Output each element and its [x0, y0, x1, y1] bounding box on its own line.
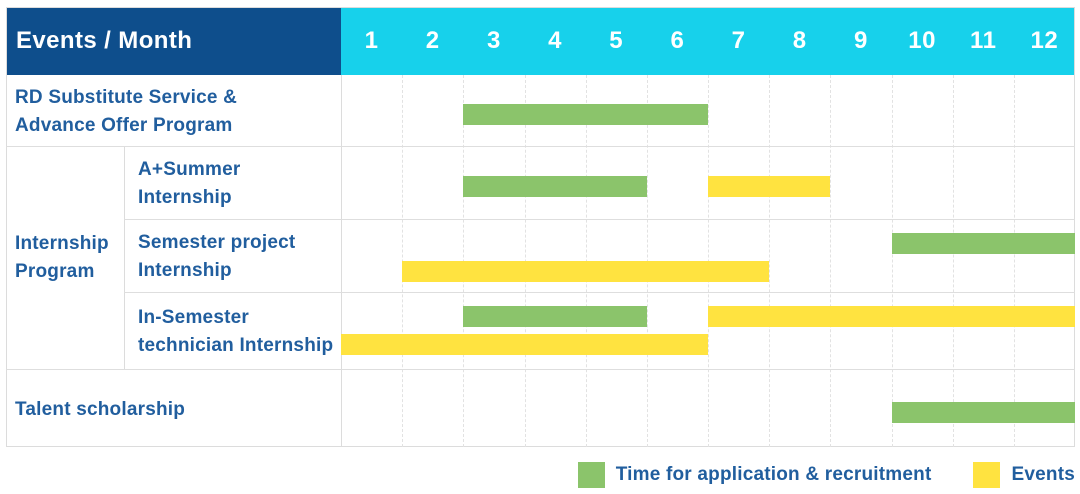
row-label: Talent scholarship [15, 372, 335, 447]
table-frame [6, 7, 1075, 447]
month-gridline [830, 75, 832, 447]
month-label: 9 [853, 27, 868, 54]
label-chart-divider [341, 75, 342, 447]
month-label: 4 [548, 27, 562, 54]
bar-recruitment [463, 176, 647, 197]
month-gridline [952, 75, 954, 447]
row-label-line: Internship [138, 260, 232, 281]
month-label: 1 [364, 27, 379, 54]
row-label-line: Internship [138, 187, 232, 208]
row-label: In-Semester technician Internship [138, 295, 335, 369]
group-label: Internship Program [15, 232, 109, 282]
month-label: 3 [486, 27, 501, 54]
group-subrow-divider [124, 146, 125, 369]
bar-recruitment [891, 401, 1075, 423]
legend: Time for application & recruitment Event… [577, 458, 1075, 492]
row-label-line: Talent scholarship [15, 398, 186, 420]
page-title: Events / Month [16, 27, 193, 54]
month-label: 5 [609, 27, 624, 54]
bar-event [341, 334, 708, 355]
group-cell-internship-program: Internship Program [15, 146, 119, 369]
months-header: 1 2 3 4 5 6 7 8 9 10 11 12 [341, 7, 1075, 75]
bar-recruitment [463, 104, 708, 125]
month-label: 6 [670, 27, 685, 54]
row-label-line: RD Substitute Service & [15, 87, 238, 108]
row-separator [6, 146, 1075, 147]
row-label-line: Advance Offer Program [15, 115, 233, 136]
bar-event [708, 176, 831, 197]
row-separator [124, 219, 1075, 220]
month-gridline [1013, 75, 1015, 447]
row-label-line: technician Internship [138, 335, 334, 356]
row-separator [6, 369, 1075, 370]
month-label: 12 [1030, 27, 1059, 54]
legend-swatch-recruitment [577, 462, 605, 488]
row-label: Semester project Internship [138, 222, 335, 292]
bar-event [708, 306, 1075, 327]
legend-label-recruitment: Time for application & recruitment [615, 464, 932, 485]
month-gridline [769, 75, 771, 447]
row-label-line: In-Semester [138, 307, 249, 328]
legend-label-events: Events [1011, 464, 1075, 485]
month-label: 2 [425, 27, 440, 54]
month-label: 7 [731, 27, 746, 54]
legend-swatch-event [973, 462, 1001, 488]
bar-recruitment [891, 233, 1075, 254]
header-title-cell: Events / Month [6, 7, 341, 75]
bar-event [402, 261, 770, 282]
row-label: RD Substitute Service & Advance Offer Pro… [15, 78, 335, 146]
month-label: 8 [792, 27, 807, 54]
month-gridline [891, 75, 893, 447]
month-label: 11 [970, 27, 997, 54]
month-label: 10 [908, 27, 936, 54]
row-label: A+Summer Internship [138, 149, 335, 219]
row-label-line: Semester project [138, 232, 296, 253]
bar-recruitment [463, 306, 647, 327]
row-separator [124, 292, 1075, 293]
row-label-line: A+Summer [138, 159, 241, 180]
